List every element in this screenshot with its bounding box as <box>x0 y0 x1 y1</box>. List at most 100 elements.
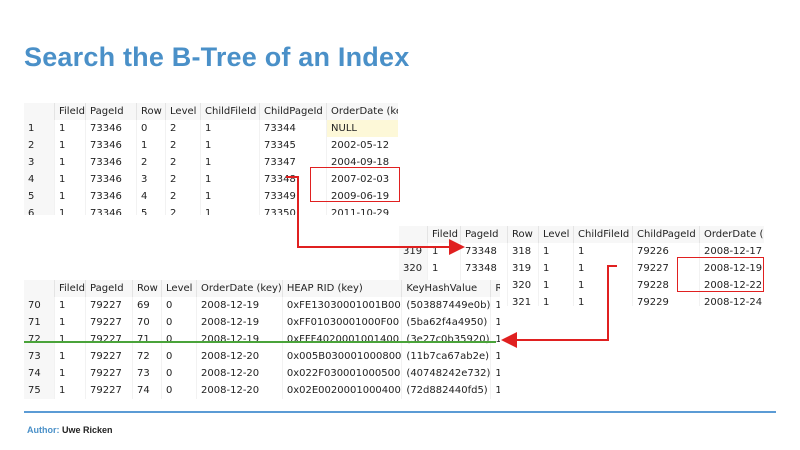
table-cell[interactable]: 2008-12-19 <box>196 297 283 314</box>
table-cell[interactable]: 318 <box>507 243 539 260</box>
table-cell[interactable]: 1 <box>54 314 87 331</box>
table-cell[interactable]: 79227 <box>85 297 134 314</box>
table-cell[interactable]: 2 <box>136 154 167 171</box>
table-cell[interactable]: 321 <box>507 294 539 306</box>
table-cell[interactable]: 1 <box>54 120 87 137</box>
table-cell[interactable]: 0xFE13030001001B00 <box>282 297 403 314</box>
table-cell[interactable]: 1 <box>54 365 87 382</box>
table-cell[interactable]: 2002-05-12 <box>326 137 398 154</box>
column-header[interactable]: HEAP RID (key) <box>282 280 403 297</box>
table-cell[interactable]: 1 <box>200 154 261 171</box>
table-cell[interactable]: 0x02E0020001000400 <box>282 382 403 399</box>
table-cell[interactable]: 79227 <box>85 314 134 331</box>
table-cell[interactable]: 1 <box>54 331 87 348</box>
column-header[interactable]: KeyHashValue <box>401 280 492 297</box>
row-number[interactable]: 3 <box>24 154 55 171</box>
table-cell[interactable]: 1 <box>54 154 87 171</box>
column-header[interactable]: Row <box>136 103 167 120</box>
table-cell[interactable]: 70 <box>132 314 163 331</box>
column-header[interactable]: OrderDate (key) <box>699 226 764 243</box>
column-header[interactable]: Level <box>165 103 202 120</box>
table-cell[interactable]: 1 <box>200 188 261 205</box>
table-cell[interactable]: (5ba62f4a4950) <box>401 314 492 331</box>
table-cell[interactable]: 71 <box>132 331 163 348</box>
table-cell[interactable]: 1 <box>573 277 633 294</box>
table-cell[interactable]: (503887449e0b) <box>401 297 492 314</box>
row-number[interactable]: 320 <box>399 260 428 277</box>
row-number[interactable]: 4 <box>24 171 55 188</box>
table-cell[interactable]: 0 <box>161 382 198 399</box>
table-cell[interactable]: 1 <box>54 171 87 188</box>
table-cell[interactable]: 1 <box>538 260 574 277</box>
table-cell[interactable]: 4 <box>136 188 167 205</box>
table-cell[interactable]: 2 <box>165 154 202 171</box>
table-cell[interactable]: 0xFF01030001000F00 <box>282 314 403 331</box>
table-cell[interactable]: 0 <box>161 365 198 382</box>
table-cell[interactable]: 1 <box>54 348 87 365</box>
table-cell[interactable]: (40748242e732) <box>401 365 492 382</box>
table-cell[interactable]: 73346 <box>85 137 138 154</box>
table-cell[interactable]: 2 <box>165 137 202 154</box>
table-cell[interactable]: 2008-12-19 <box>196 314 283 331</box>
table-cell[interactable]: 3 <box>136 171 167 188</box>
column-header[interactable]: ChildFileId <box>200 103 261 120</box>
table-cell[interactable]: 2007-02-03 <box>326 171 398 188</box>
table-cell[interactable]: 15 <box>490 297 500 314</box>
table-cell[interactable]: 2008-12-24 <box>699 294 764 306</box>
table-cell[interactable]: 69 <box>132 297 163 314</box>
table-row[interactable]: 3 1 73346 2 2 1 73347 2004-09-18 <box>24 154 398 171</box>
table-cell[interactable]: 73348 <box>460 243 508 260</box>
table-cell[interactable]: 1 <box>200 205 261 215</box>
table-row[interactable]: 5 1 73346 4 2 1 73349 2009-06-19 <box>24 188 398 205</box>
table-cell[interactable]: 5 <box>136 205 167 215</box>
column-header[interactable]: Row Size <box>490 280 500 297</box>
table-cell[interactable]: 79228 <box>632 277 700 294</box>
table-row[interactable]: 73 1 79227 72 0 2008-12-20 0x005B030001000800(… <box>24 348 500 365</box>
table-cell[interactable]: 73346 <box>85 171 138 188</box>
table-cell[interactable]: 319 <box>507 260 539 277</box>
table-cell[interactable]: 79227 <box>632 260 700 277</box>
column-header[interactable]: FileId <box>54 103 87 120</box>
column-header[interactable]: PageId <box>85 103 138 120</box>
table-cell[interactable]: 1 <box>538 243 574 260</box>
column-header[interactable]: PageId <box>460 226 508 243</box>
table-cell[interactable]: 79226 <box>632 243 700 260</box>
column-header[interactable] <box>24 103 55 120</box>
table-cell[interactable]: 320 <box>507 277 539 294</box>
table-cell[interactable]: 15 <box>490 382 500 399</box>
table-cell[interactable]: 79229 <box>632 294 700 306</box>
table-cell[interactable]: 1 <box>573 260 633 277</box>
table-row[interactable]: 75 1 79227 74 0 2008-12-20 0x02E0020001000400(… <box>24 382 500 399</box>
table-cell[interactable]: (11b7ca67ab2e) <box>401 348 492 365</box>
row-number[interactable]: 6 <box>24 205 55 215</box>
column-header[interactable]: FileId <box>54 280 87 297</box>
table-row[interactable]: 2 1 73346 1 2 1 73345 2002-05-12 <box>24 137 398 154</box>
table-cell[interactable]: (72d882440fd5) <box>401 382 492 399</box>
table-cell[interactable]: 1 <box>427 260 461 277</box>
table-cell[interactable]: 0xFFF4020001001400 <box>282 331 403 348</box>
table-cell[interactable]: 79227 <box>85 382 134 399</box>
column-header[interactable]: Level <box>161 280 198 297</box>
table-cell[interactable]: 15 <box>490 331 500 348</box>
row-number[interactable]: 1 <box>24 120 55 137</box>
table-cell[interactable]: 2 <box>165 120 202 137</box>
table-cell[interactable]: 1 <box>54 382 87 399</box>
column-header[interactable] <box>399 226 428 243</box>
table-row[interactable]: 6 1 73346 5 2 1 73350 2011-10-29 <box>24 205 398 215</box>
column-header[interactable]: ChildFileId <box>573 226 633 243</box>
table-cell[interactable]: 1 <box>200 137 261 154</box>
table-cell[interactable]: 2008-12-20 <box>196 382 283 399</box>
table-cell[interactable]: 2 <box>165 171 202 188</box>
table-cell[interactable]: 1 <box>54 137 87 154</box>
table-cell[interactable]: 2 <box>165 188 202 205</box>
table-cell[interactable]: 2008-12-20 <box>196 365 283 382</box>
column-header[interactable]: OrderDate (key) <box>196 280 283 297</box>
table-cell[interactable]: 1 <box>538 294 574 306</box>
table-cell[interactable]: 0 <box>136 120 167 137</box>
column-header[interactable]: FileId <box>427 226 461 243</box>
table-cell[interactable]: 74 <box>132 382 163 399</box>
table-cell[interactable]: 2011-10-29 <box>326 205 398 215</box>
row-number[interactable]: 74 <box>24 365 55 382</box>
table-cell[interactable]: 15 <box>490 365 500 382</box>
row-number[interactable]: 70 <box>24 297 55 314</box>
